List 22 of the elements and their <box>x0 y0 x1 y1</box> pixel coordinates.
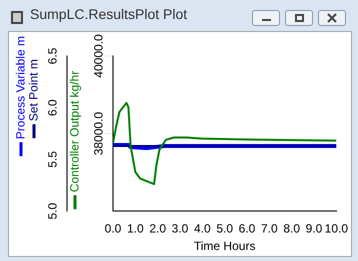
text: Process Variable m <box>13 36 28 140</box>
y2-tick-label: 40000.0 <box>91 34 106 78</box>
x-tick-label: 2.0 <box>149 222 166 236</box>
y-tick-label: 5.0 <box>45 202 60 220</box>
text: Set Point m <box>26 59 40 122</box>
x-tick-label: 6.0 <box>238 222 256 236</box>
y-tick-label: 5.5 <box>45 150 60 168</box>
x-tick-label: 4.0 <box>194 222 211 236</box>
x-tick-label: 3.0 <box>172 222 189 236</box>
x-tick-label: 10.0 <box>324 222 348 236</box>
x-tick-label: 9.0 <box>306 222 323 236</box>
y-tick-label: 6.0 <box>45 99 60 116</box>
chart-title: SumpLC.ResultsPlot Plot <box>30 6 188 22</box>
x-axis-title: Time Hours <box>194 239 256 254</box>
y-tick-label: 6.5 <box>45 47 60 64</box>
x-tick-label: 5.0 <box>216 222 234 236</box>
x-tick-label: 1.0 <box>126 222 144 236</box>
x-tick-label: 8.0 <box>283 222 300 236</box>
x-tick-label: 0.0 <box>104 222 122 236</box>
y2-tick-label: 38000.0 <box>91 112 106 156</box>
x-tick-label: 7.0 <box>260 222 278 236</box>
text: Controller Output kg/hr <box>67 70 82 192</box>
